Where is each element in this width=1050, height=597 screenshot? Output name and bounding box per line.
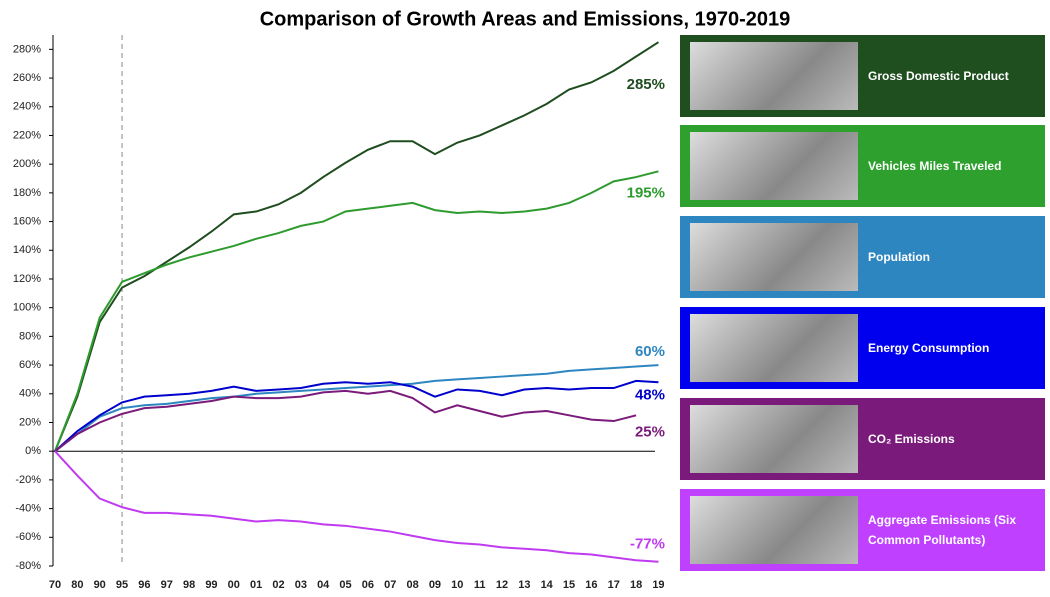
legend-item: Vehicles Miles Traveled: [680, 125, 1045, 207]
y-tick-label: 160%: [13, 215, 41, 227]
legend-label: CO₂ Emissions: [868, 432, 955, 446]
x-tick-label: 00: [228, 579, 240, 591]
y-tick-label: 120%: [13, 273, 41, 285]
value-label: 48%: [635, 386, 665, 403]
legend-label: Aggregate Emissions (Six Common Pollutan…: [868, 513, 1017, 547]
x-tick-label: 98: [183, 579, 195, 591]
legend-image: [690, 405, 858, 473]
legend-item: Gross Domestic Product: [680, 35, 1045, 117]
x-tick-label: 15: [563, 579, 575, 591]
value-label: 25%: [635, 423, 665, 440]
y-tick-label: 180%: [13, 187, 41, 199]
x-tick-label: 08: [406, 579, 418, 591]
y-tick-label: 280%: [13, 43, 41, 55]
x-tick-label: 05: [339, 579, 351, 591]
value-label: -77%: [630, 536, 665, 553]
value-label: 60%: [635, 343, 665, 360]
legend-item: CO₂ Emissions: [680, 398, 1045, 480]
legend-label: Vehicles Miles Traveled: [868, 159, 1002, 173]
y-tick-label: -40%: [15, 503, 41, 515]
y-tick-label: 0%: [25, 445, 41, 457]
x-tick-label: 17: [608, 579, 620, 591]
x-tick-label: 80: [71, 579, 83, 591]
x-tick-label: 07: [384, 579, 396, 591]
series-line: [54, 170, 659, 452]
x-tick-label: 09: [429, 579, 441, 591]
x-tick-label: 01: [250, 579, 262, 591]
x-tick-label: 90: [94, 579, 106, 591]
y-tick-label: 100%: [13, 302, 41, 314]
y-tick-label: 40%: [19, 388, 41, 400]
x-tick-label: 13: [518, 579, 530, 591]
x-tick-label: 19: [652, 579, 664, 591]
legend-image: [690, 314, 858, 382]
legend-item: Aggregate Emissions (Six Common Pollutan…: [680, 489, 1045, 571]
x-tick-label: 12: [496, 579, 508, 591]
x-tick-label: 97: [161, 579, 173, 591]
value-label: 195%: [627, 184, 665, 201]
series-line: [54, 364, 659, 452]
x-tick-label: 11: [474, 579, 486, 591]
x-tick-label: 18: [630, 579, 642, 591]
series-line: [54, 379, 659, 452]
y-tick-label: -80%: [15, 560, 41, 572]
x-tick-label: 03: [295, 579, 307, 591]
y-tick-label: 140%: [13, 244, 41, 256]
y-tick-label: 240%: [13, 101, 41, 113]
legend-item: Energy Consumption: [680, 307, 1045, 389]
x-tick-label: 16: [585, 579, 597, 591]
y-tick-label: 220%: [13, 129, 41, 141]
value-label: 285%: [627, 76, 665, 93]
y-tick-label: 80%: [19, 330, 41, 342]
x-tick-label: 99: [205, 579, 217, 591]
legend-label: Energy Consumption: [868, 341, 990, 355]
y-tick-label: 60%: [19, 359, 41, 371]
x-tick-label: 70: [49, 579, 61, 591]
legend-image: [690, 223, 858, 291]
x-tick-label: 10: [451, 579, 463, 591]
legend-item: Population: [680, 216, 1045, 298]
x-tick-label: 06: [362, 579, 374, 591]
x-tick-label: 95: [116, 579, 128, 591]
chart-title: Comparison of Growth Areas and Emissions…: [260, 8, 791, 30]
y-tick-label: 20%: [19, 416, 41, 428]
y-tick-label: -20%: [15, 474, 41, 486]
x-tick-label: 02: [272, 579, 284, 591]
x-tick-label: 96: [138, 579, 150, 591]
legend-image: [690, 496, 858, 564]
legend-label: Population: [868, 250, 930, 264]
y-tick-label: 200%: [13, 158, 41, 170]
y-tick-label: -60%: [15, 531, 41, 543]
x-tick-label: 04: [317, 579, 330, 591]
legend-image: [690, 42, 858, 110]
y-tick-label: 260%: [13, 72, 41, 84]
legend-label: Gross Domestic Product: [868, 69, 1009, 83]
series-line: [54, 450, 659, 563]
x-tick-label: 14: [541, 579, 554, 591]
legend-image: [690, 132, 858, 200]
series-line: [54, 389, 637, 452]
